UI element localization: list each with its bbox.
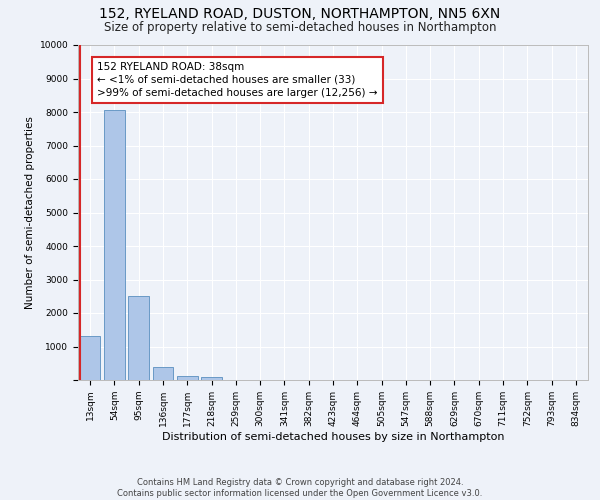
Bar [152,367,173,380]
Text: 152 RYELAND ROAD: 38sqm
← <1% of semi-detached houses are smaller (33)
>99% of s: 152 RYELAND ROAD: 38sqm ← <1% of semi-de… [97,62,378,98]
Bar [201,377,222,380]
Bar [177,376,197,380]
Bar [104,110,125,380]
Bar [128,296,149,380]
Bar [80,336,100,380]
X-axis label: Distribution of semi-detached houses by size in Northampton: Distribution of semi-detached houses by … [162,432,504,442]
Text: Contains HM Land Registry data © Crown copyright and database right 2024.
Contai: Contains HM Land Registry data © Crown c… [118,478,482,498]
Text: Size of property relative to semi-detached houses in Northampton: Size of property relative to semi-detach… [104,21,496,34]
Text: 152, RYELAND ROAD, DUSTON, NORTHAMPTON, NN5 6XN: 152, RYELAND ROAD, DUSTON, NORTHAMPTON, … [100,8,500,22]
Y-axis label: Number of semi-detached properties: Number of semi-detached properties [25,116,35,309]
